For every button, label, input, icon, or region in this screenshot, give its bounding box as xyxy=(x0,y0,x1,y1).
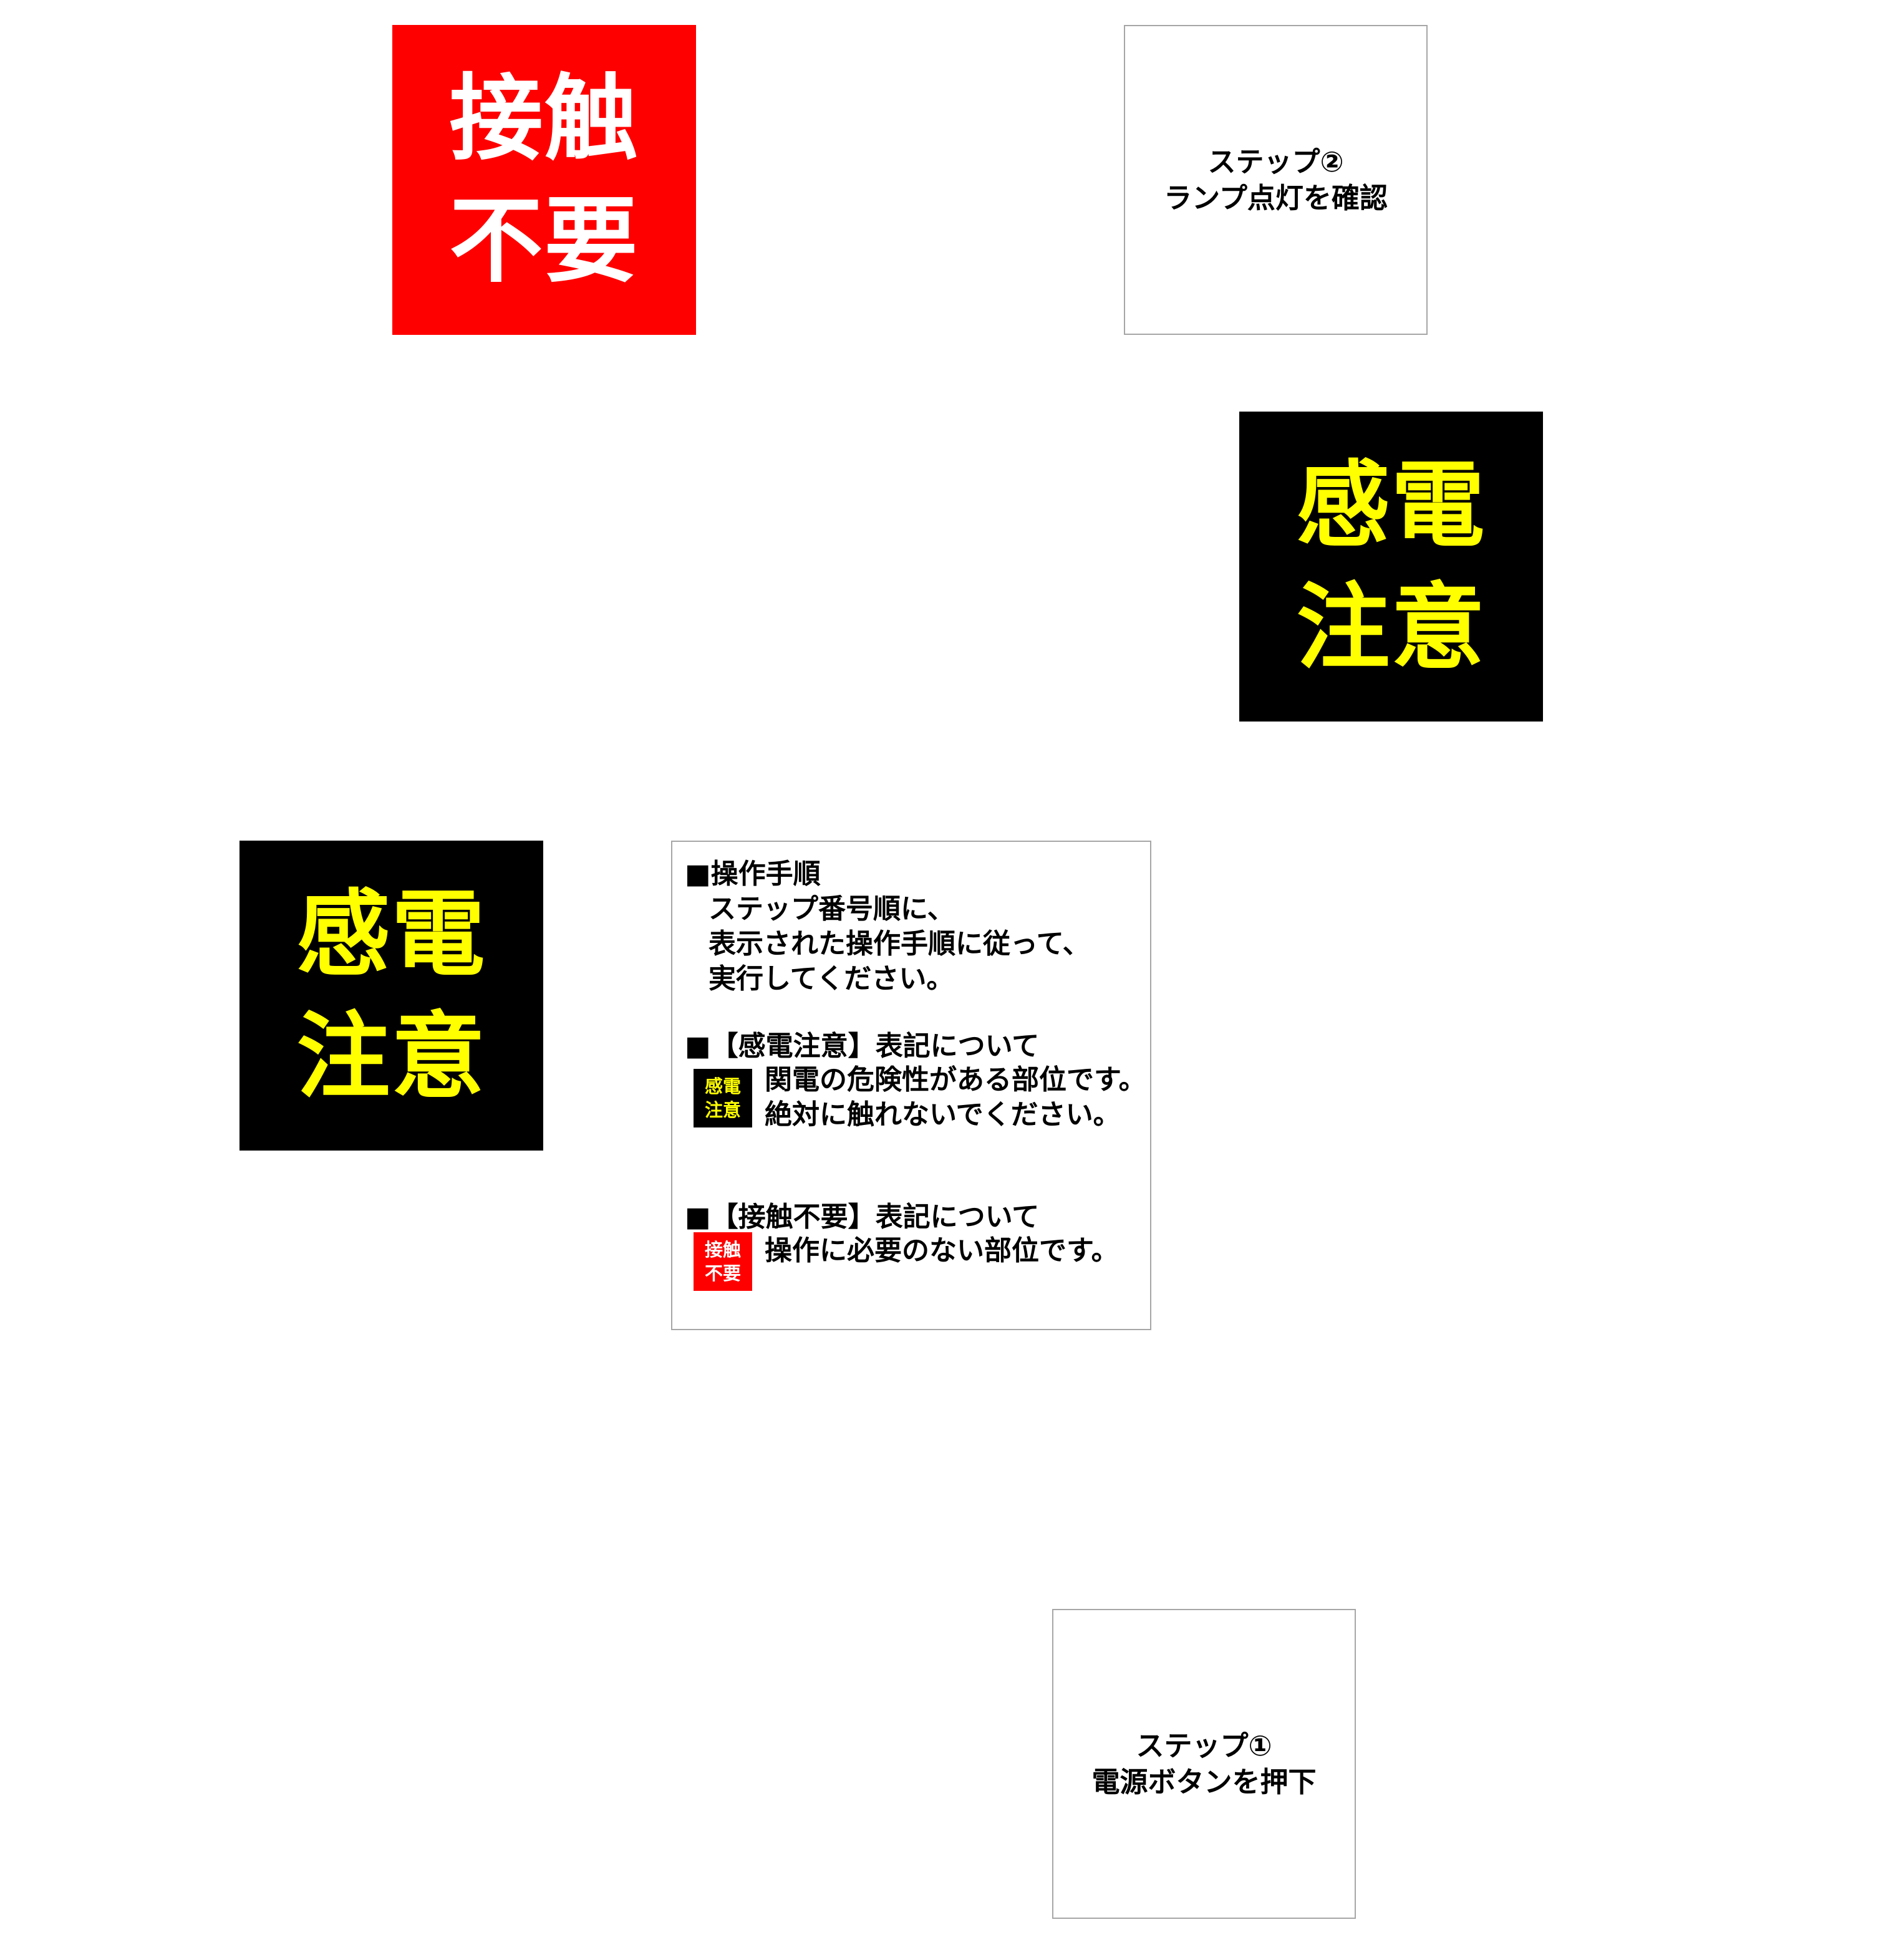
step2-box: ステップ② ランプ点灯を確認 xyxy=(1124,25,1428,335)
contact-sign-line2: 不要 xyxy=(449,186,639,296)
step1-title: ステップ① xyxy=(1136,1729,1272,1762)
contact-legend-heading: ■【接触不要】表記について xyxy=(685,1201,1040,1233)
shock-icon-line1: 感電 xyxy=(704,1076,741,1097)
step1-instruction: 電源ボタンを押下 xyxy=(1091,1765,1317,1798)
contact-legend-icon: 接触 不要 xyxy=(694,1232,752,1291)
step2-title: ステップ② xyxy=(1207,145,1344,178)
step1-box: ステップ① 電源ボタンを押下 xyxy=(1052,1609,1356,1919)
shock-sign-line2: 注意 xyxy=(1296,573,1486,682)
step2-instruction: ランプ点灯を確認 xyxy=(1164,181,1388,215)
shock-legend-line: 絶対に触れないでください。 xyxy=(765,1099,1121,1131)
shock-legend-icon: 感電 注意 xyxy=(694,1069,752,1127)
shock-sign-line1: 感電 xyxy=(1296,451,1486,560)
contact-legend-line: 操作に必要のない部位です。 xyxy=(765,1235,1119,1267)
instruction-panel: ■操作手順 ステップ番号順に、 表示された操作手順に従って、 実行してください。… xyxy=(671,841,1151,1330)
contact-sign-line1: 接触 xyxy=(449,64,639,173)
procedure-heading: ■操作手順 xyxy=(685,858,821,890)
procedure-line: 実行してください。 xyxy=(708,963,954,995)
electric-shock-warning-sign: 感電 注意 xyxy=(1239,412,1543,722)
procedure-line: ステップ番号順に、 xyxy=(708,893,955,925)
procedure-line: 表示された操作手順に従って、 xyxy=(708,928,1090,960)
shock-sign-line1: 感電 xyxy=(296,880,486,989)
contact-not-required-sign: 接触 不要 xyxy=(392,25,696,335)
electric-shock-warning-sign: 感電 注意 xyxy=(239,841,543,1151)
contact-icon-line2: 不要 xyxy=(704,1263,741,1284)
shock-legend-heading: ■【感電注意】表記について xyxy=(685,1030,1040,1062)
shock-legend-line: 関電の危険性がある部位です。 xyxy=(765,1064,1146,1096)
shock-icon-line2: 注意 xyxy=(704,1099,741,1121)
contact-icon-line1: 接触 xyxy=(704,1239,741,1260)
shock-sign-line2: 注意 xyxy=(296,1002,486,1111)
